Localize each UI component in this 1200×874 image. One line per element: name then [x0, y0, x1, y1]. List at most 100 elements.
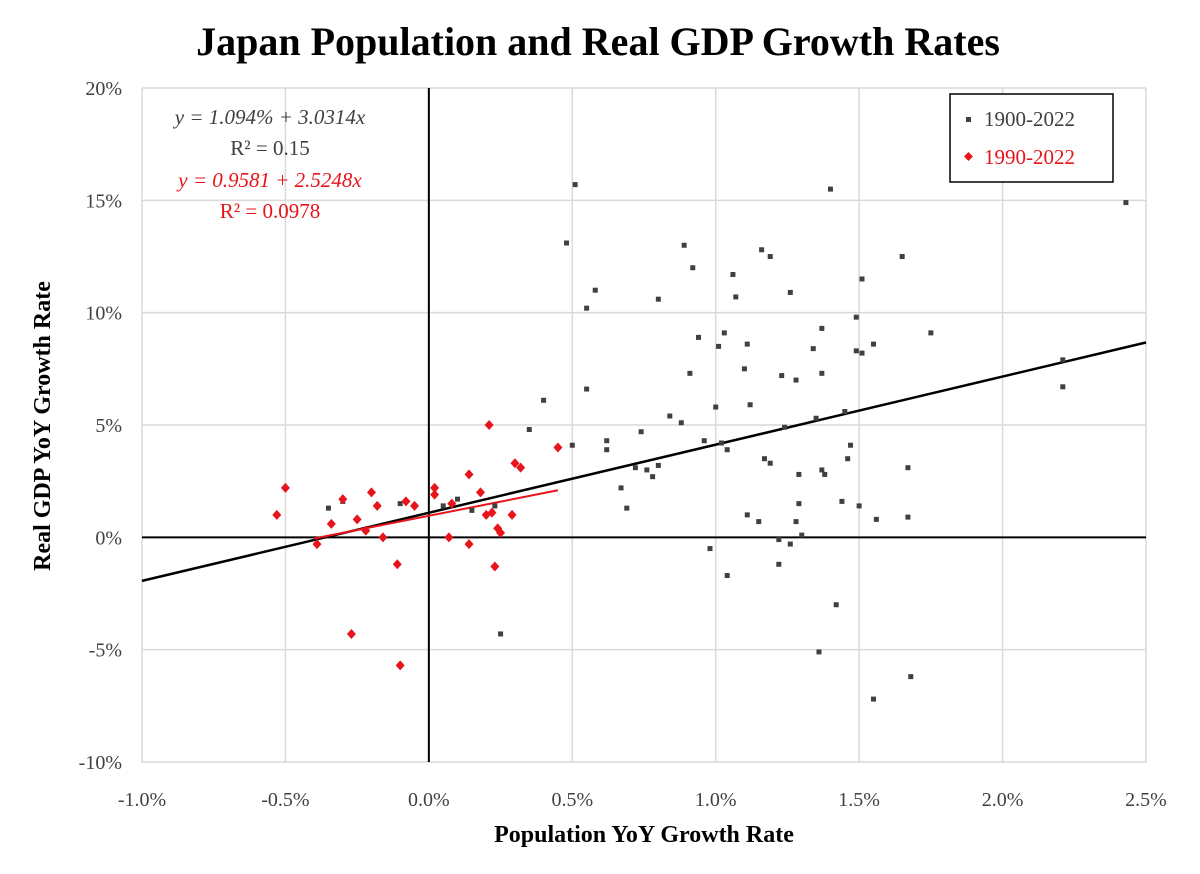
data-point-1900-2022: [701, 438, 707, 444]
data-point-1990-2022: [280, 482, 290, 493]
data-point-1900-2022: [833, 602, 839, 608]
y-tick-label: 10%: [85, 303, 122, 325]
data-point-1900-2022: [822, 471, 828, 477]
data-point-1900-2022: [859, 276, 865, 282]
regression-equations: y = 1.094% + 3.0314x R² = 0.15 y = 0.958…: [173, 105, 366, 223]
data-point-1900-2022: [776, 537, 782, 543]
data-point-1900-2022: [730, 271, 736, 277]
data-point-1900-2022: [455, 496, 461, 502]
data-point-1900-2022: [618, 485, 624, 491]
trendline-1900-2022: [141, 341, 1147, 583]
data-point-1900-2022: [707, 546, 713, 552]
data-point-1990-2022: [510, 458, 520, 469]
data-point-1990-2022: [346, 628, 356, 639]
data-point-1990-2022: [378, 532, 388, 543]
data-point-1900-2022: [724, 447, 730, 453]
data-point-1900-2022: [624, 505, 630, 511]
data-point-1900-2022: [747, 402, 753, 408]
data-point-1900-2022: [744, 512, 750, 518]
r-squared-1900-2022: R² = 0.15: [230, 136, 309, 160]
data-point-1900-2022: [761, 456, 767, 462]
data-point-1900-2022: [397, 501, 403, 507]
data-point-1900-2022: [733, 294, 739, 300]
y-tick-label: -5%: [89, 640, 122, 662]
data-point-1900-2022: [492, 503, 498, 509]
data-point-1900-2022: [827, 186, 833, 192]
data-point-1900-2022: [1060, 357, 1066, 363]
data-point-1900-2022: [498, 631, 504, 637]
x-tick-label: -0.5%: [261, 789, 309, 811]
data-point-1990-2022: [481, 509, 491, 520]
data-point-1990-2022: [447, 498, 457, 509]
gridlines: [141, 87, 1147, 763]
data-point-1900-2022: [325, 505, 331, 511]
x-tick-label: 1.0%: [695, 789, 737, 811]
data-point-1990-2022: [430, 489, 440, 500]
data-point-1990-2022: [484, 420, 494, 430]
data-point-1900-2022: [793, 519, 799, 525]
x-tick-label: -1.0%: [118, 789, 166, 811]
data-point-1900-2022: [440, 503, 446, 509]
data-point-1900-2022: [813, 415, 819, 421]
data-point-1990-2022: [444, 532, 454, 543]
data-point-1900-2022: [853, 314, 859, 320]
data-point-1900-2022: [928, 330, 934, 336]
data-point-1900-2022: [1123, 200, 1129, 206]
data-point-1990-2022: [507, 509, 517, 520]
data-point-1900-2022: [681, 242, 687, 248]
data-point-1900-2022: [592, 287, 598, 293]
data-point-1900-2022: [569, 442, 575, 448]
data-point-1990-2022: [352, 514, 362, 525]
data-point-1990-2022: [464, 539, 474, 550]
data-point-1900-2022: [905, 465, 911, 471]
data-point-1900-2022: [796, 501, 802, 507]
data-point-1900-2022: [541, 397, 547, 403]
data-point-1900-2022: [787, 289, 793, 295]
data-point-1900-2022: [776, 561, 782, 567]
data-point-1900-2022: [839, 498, 845, 504]
data-point-1900-2022: [716, 343, 722, 349]
data-point-1900-2022: [655, 296, 661, 302]
data-point-1990-2022: [401, 496, 411, 507]
y-axis-title: Real GDP YoY Growth Rate: [30, 281, 56, 571]
legend-label-1990-2022: 1990-2022: [984, 145, 1075, 169]
y-tick-label: -10%: [79, 752, 122, 774]
data-point-1900-2022: [584, 386, 590, 392]
data-point-1900-2022: [787, 541, 793, 547]
y-tick-label: 0%: [95, 527, 122, 549]
data-point-1900-2022: [899, 254, 905, 259]
data-point-1900-2022: [678, 420, 684, 426]
data-point-1990-2022: [464, 469, 474, 480]
data-point-1900-2022: [650, 474, 656, 480]
data-point-1900-2022: [816, 649, 822, 655]
x-axis-title: Population YoY Growth Rate: [494, 822, 794, 848]
data-point-1990-2022: [366, 487, 376, 498]
data-point-1900-2022: [845, 456, 851, 462]
data-point-1900-2022: [779, 373, 785, 379]
data-point-1900-2022: [604, 447, 610, 453]
data-point-1900-2022: [526, 426, 532, 432]
data-point-1900-2022: [604, 438, 610, 444]
data-point-1990-2022: [410, 500, 420, 511]
data-point-1990-2022: [392, 559, 402, 570]
data-point-1900-2022: [819, 467, 825, 473]
zero-axes: [142, 88, 1146, 762]
data-point-1900-2022: [873, 516, 879, 522]
data-point-1900-2022: [782, 424, 788, 430]
data-point-1900-2022: [687, 370, 693, 376]
data-point-1900-2022: [842, 409, 848, 415]
data-point-1990-2022: [395, 660, 405, 671]
legend-marker-1900-2022: [966, 117, 971, 122]
data-point-1900-2022: [767, 460, 773, 466]
data-point-1990-2022: [487, 507, 497, 518]
data-point-1990-2022: [326, 518, 336, 529]
data-point-1990-2022: [361, 525, 371, 536]
x-tick-label: 2.0%: [982, 789, 1024, 811]
data-point-1900-2022: [638, 429, 644, 435]
data-point-1900-2022: [632, 465, 638, 471]
data-point-1900-2022: [744, 341, 750, 347]
x-tick-label: 1.5%: [838, 789, 880, 811]
data-points: [272, 182, 1129, 702]
data-point-1900-2022: [856, 503, 862, 509]
